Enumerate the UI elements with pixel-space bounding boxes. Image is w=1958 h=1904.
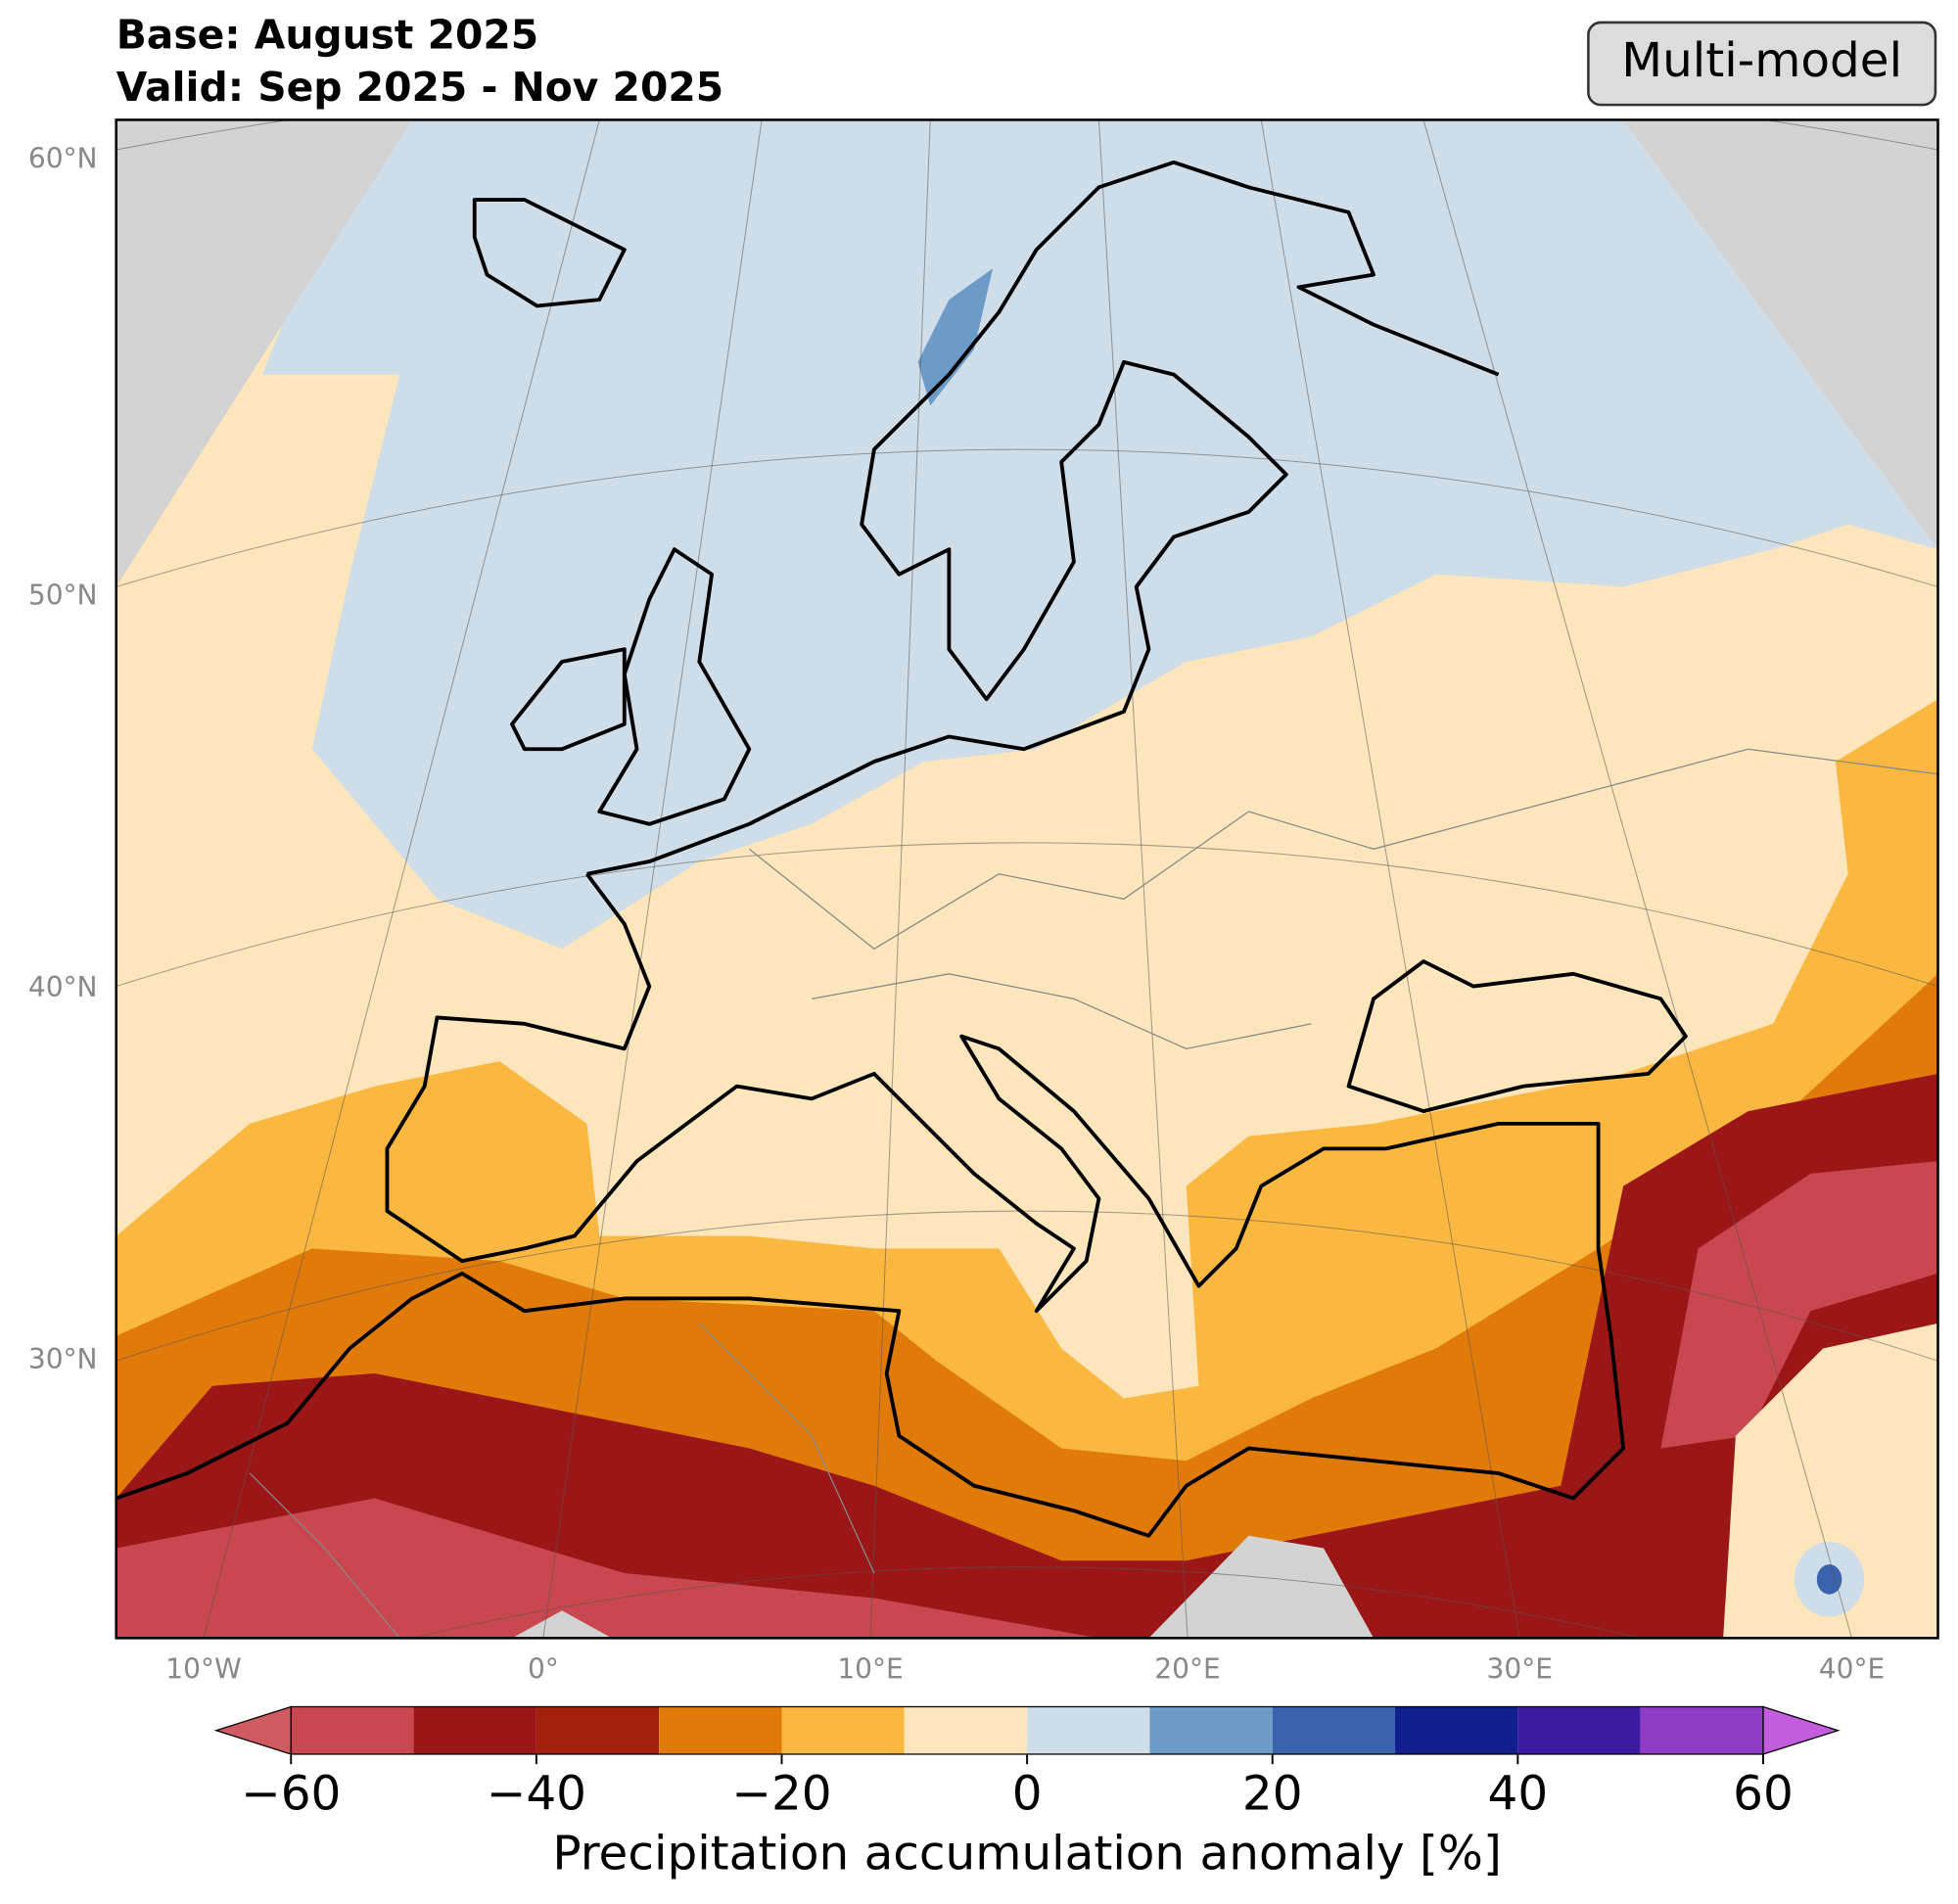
colorbar-bin bbox=[1517, 1706, 1641, 1754]
valid-title: Valid: Sep 2025 - Nov 2025 bbox=[117, 64, 723, 111]
borders bbox=[249, 748, 1938, 1639]
map-frame bbox=[115, 118, 1939, 1640]
lat-label: 30°N bbox=[28, 1343, 98, 1375]
lon-label: 20°E bbox=[1154, 1652, 1220, 1685]
colorbar-bin bbox=[291, 1706, 414, 1754]
lat-label: 50°N bbox=[28, 580, 98, 612]
colorbar-label: Precipitation accumulation anomaly [%] bbox=[552, 1827, 1502, 1881]
colorbar-tick-label: 0 bbox=[1012, 1766, 1043, 1821]
colorbar-tick-label: −60 bbox=[241, 1766, 341, 1821]
lon-label: 10°W bbox=[165, 1652, 241, 1685]
colorbar-bin bbox=[659, 1706, 782, 1754]
colorbar-bin bbox=[1395, 1706, 1518, 1754]
dry-region bbox=[116, 1073, 1938, 1639]
map bbox=[116, 119, 1938, 1639]
colorbar-bin bbox=[413, 1706, 536, 1754]
no-data bbox=[1623, 119, 1938, 550]
lon-label: 10°E bbox=[837, 1652, 903, 1685]
wet-region bbox=[261, 119, 1938, 950]
colorbar-bin bbox=[904, 1706, 1028, 1754]
model-box bbox=[1587, 21, 1937, 107]
wet-patch bbox=[917, 268, 994, 406]
lon-label: 30°E bbox=[1487, 1652, 1553, 1685]
colorbar-tick-label: 40 bbox=[1488, 1766, 1549, 1821]
lat-label: 40°N bbox=[28, 971, 98, 1003]
colorbar-bin bbox=[781, 1706, 905, 1754]
base-title: Base: August 2025 bbox=[117, 11, 539, 58]
colorbar-tick-label: −40 bbox=[487, 1766, 586, 1821]
lon-label: 0° bbox=[528, 1652, 559, 1685]
colorbar-bin bbox=[1149, 1706, 1273, 1754]
colorbar-bin bbox=[1640, 1706, 1763, 1754]
lon-label: 40°E bbox=[1819, 1652, 1885, 1685]
dry-region bbox=[116, 1498, 1099, 1639]
colorbar-tick-label: −20 bbox=[731, 1766, 831, 1821]
no-data bbox=[1148, 1535, 1375, 1639]
colorbar-bin bbox=[1272, 1706, 1396, 1754]
colorbar-under bbox=[213, 1705, 292, 1755]
colorbar-bin bbox=[536, 1706, 660, 1754]
graticule bbox=[116, 119, 1938, 1639]
colorbar-bin bbox=[1027, 1706, 1150, 1754]
coastlines bbox=[116, 160, 1688, 1538]
dry-region bbox=[1660, 1161, 1938, 1449]
wet-region bbox=[1723, 1323, 1938, 1639]
colorbar-tick-label: 60 bbox=[1733, 1766, 1794, 1821]
wet-patch bbox=[1816, 1564, 1842, 1595]
model-label: Multi-model bbox=[1621, 33, 1902, 88]
colorbar-tick-label: 20 bbox=[1242, 1766, 1303, 1821]
colorbar-over bbox=[1762, 1705, 1841, 1755]
no-data bbox=[511, 1610, 613, 1639]
lat-label: 60°N bbox=[28, 142, 98, 174]
